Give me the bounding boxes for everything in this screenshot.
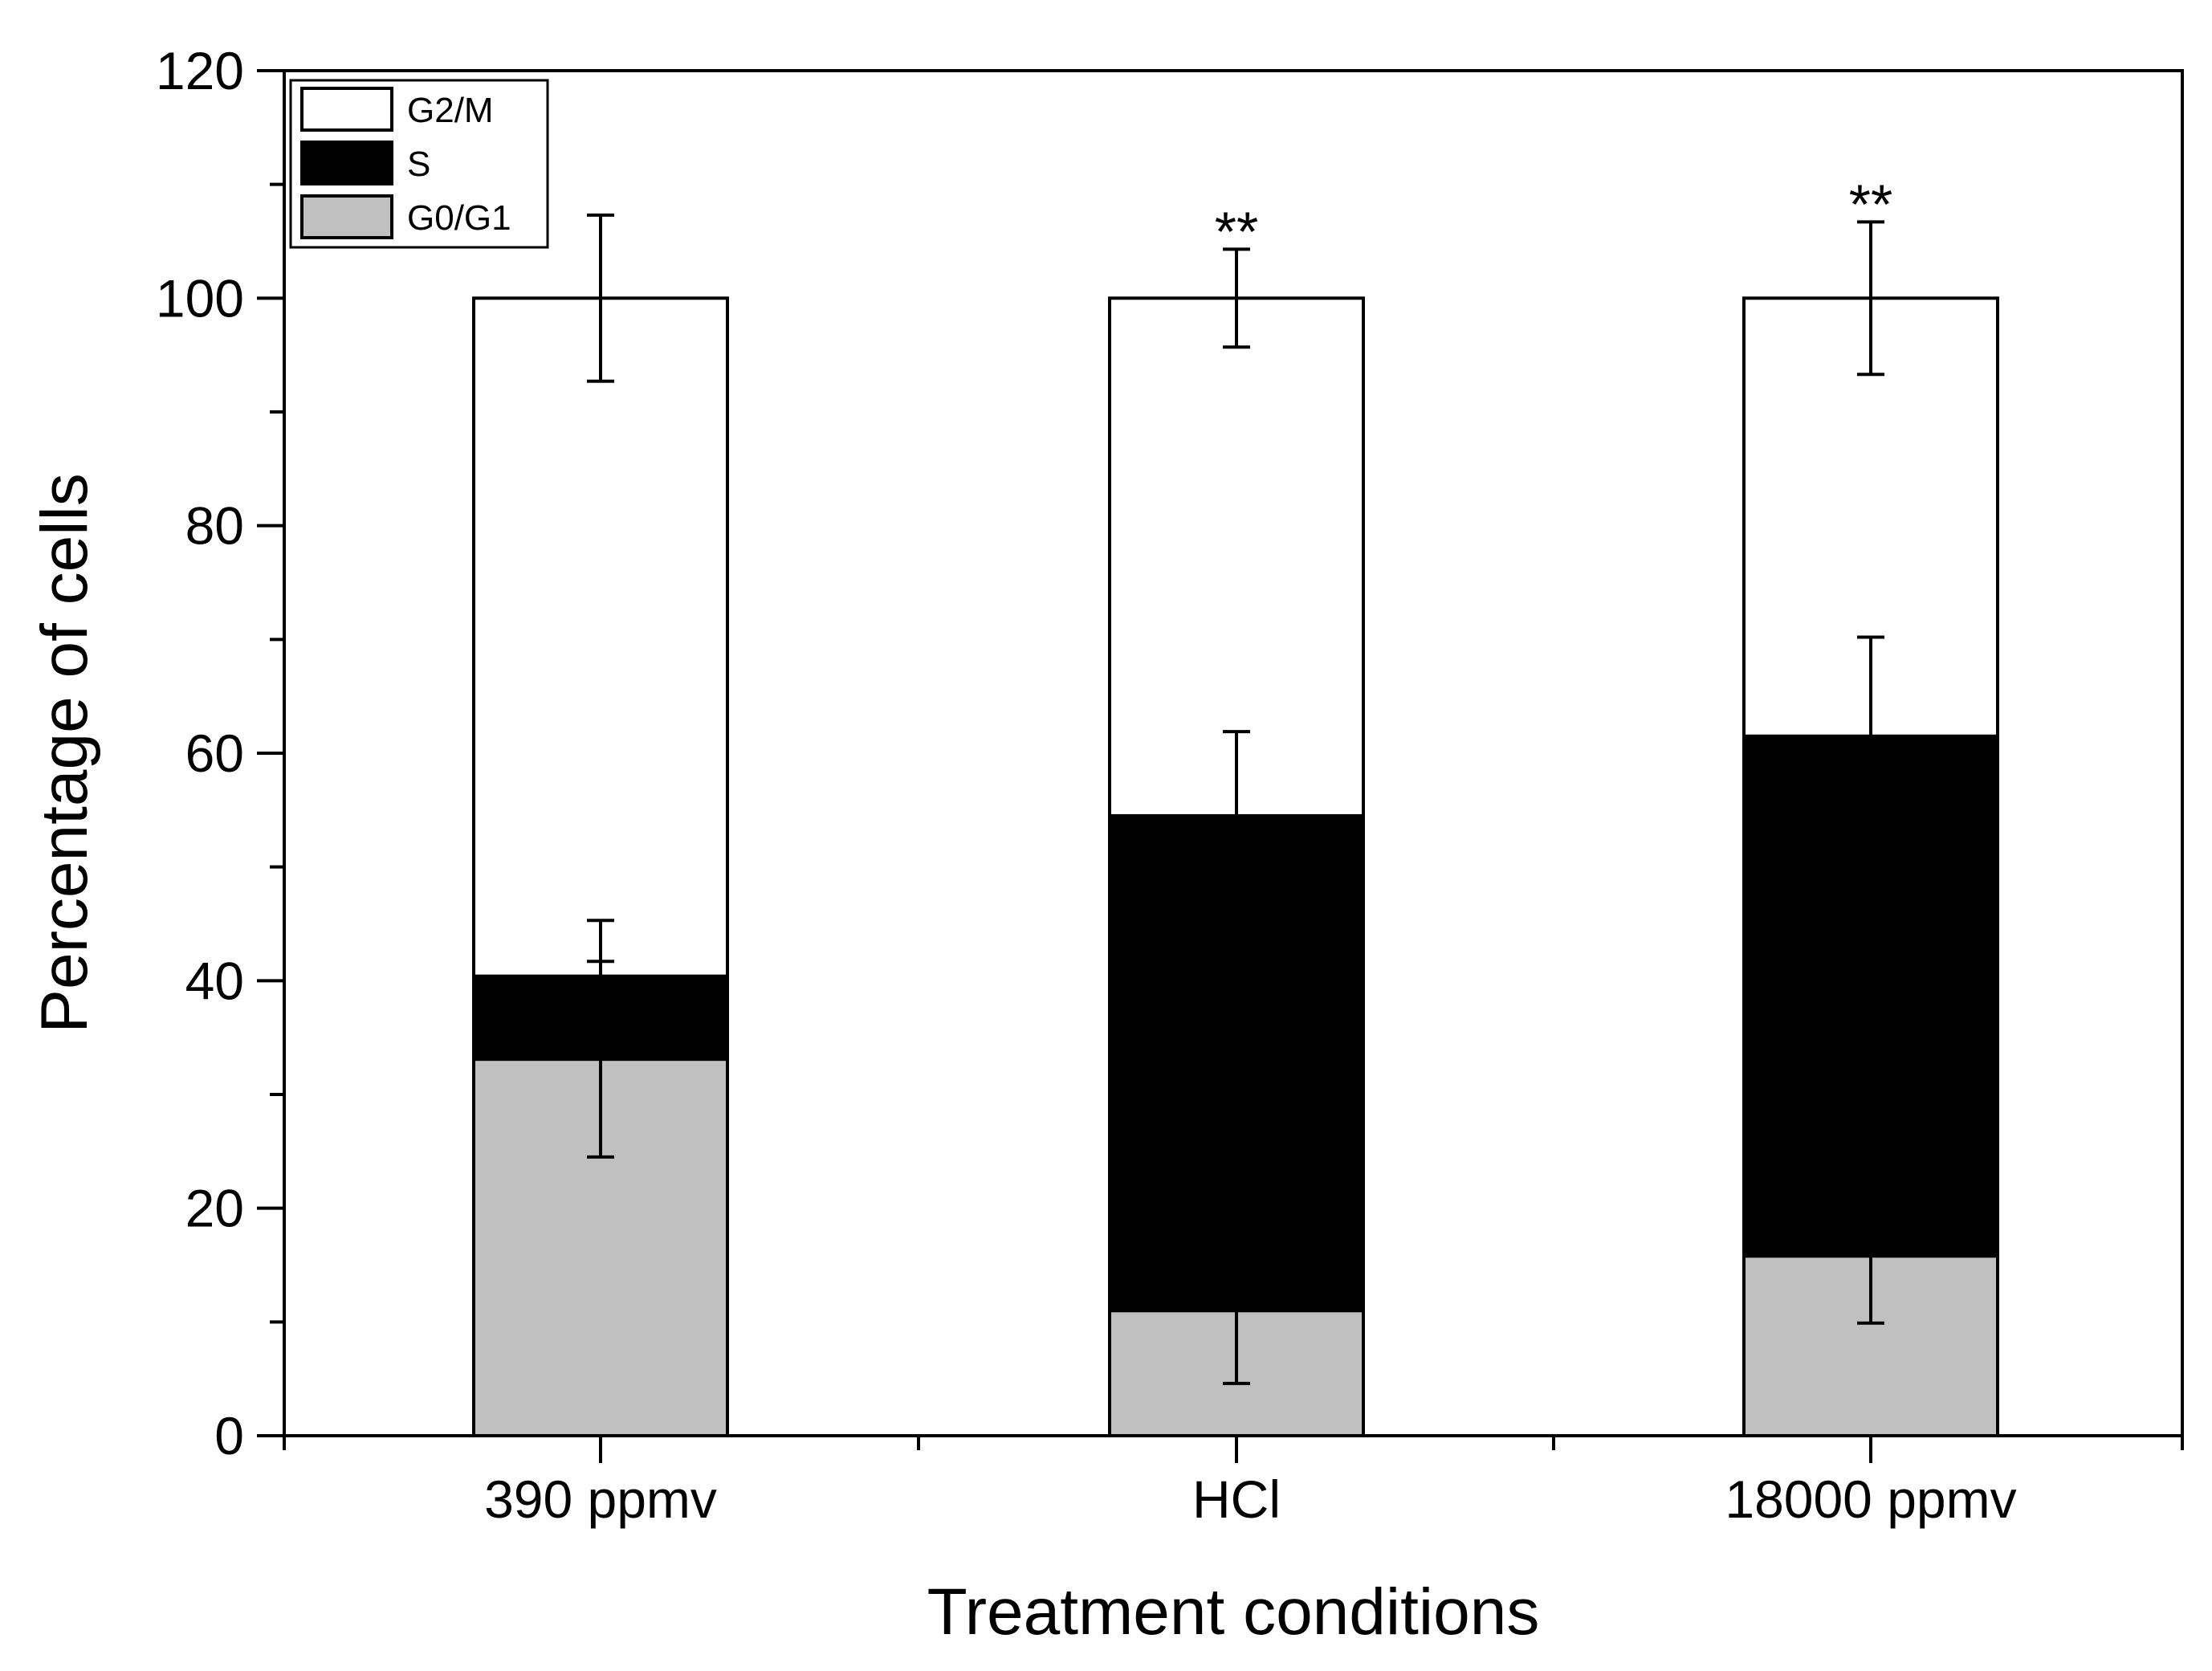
- legend-swatch: [300, 194, 393, 239]
- y-axis: 0 20 40 60 80 100 120: [156, 41, 284, 1465]
- y-tick-label: 60: [185, 723, 244, 783]
- x-axis: 390 ppmv HCl 18000 ppmv: [283, 1436, 2184, 1529]
- significance-marker-3: **: [1849, 173, 1892, 235]
- annotations-layer: ** **: [1215, 173, 1892, 263]
- error-bars-layer: [587, 213, 1884, 1385]
- legend-swatch: [300, 141, 393, 185]
- error-bar-g2-m-2: [1223, 247, 1250, 349]
- error-bar-g0-g1-2: [1223, 1236, 1250, 1385]
- bar-g2-m-1: [472, 296, 729, 978]
- legend-label: S: [407, 145, 430, 184]
- legend-item-g2-m: G2/M: [300, 87, 494, 132]
- legend: G2/M S G0/G1: [289, 79, 549, 249]
- error-bar-s-1: [587, 919, 614, 1034]
- bar-g2-m-2: [1108, 296, 1365, 817]
- y-tick-label: 100: [156, 268, 244, 328]
- y-tick-label: 20: [185, 1179, 244, 1238]
- legend-swatch: [300, 87, 393, 132]
- legend-item-g0-g1: G0/G1: [300, 194, 511, 239]
- legend-label: G0/G1: [407, 198, 511, 238]
- y-tick-label: 0: [214, 1406, 244, 1465]
- y-tick-label: 80: [185, 496, 244, 556]
- y-axis-title: Percentage of cells: [28, 473, 101, 1033]
- legend-label: G2/M: [407, 91, 494, 130]
- error-bar-g2-m-1: [587, 213, 614, 383]
- legend-item-s: S: [300, 141, 430, 185]
- error-bar-g0-g1-3: [1857, 1187, 1884, 1325]
- y-tick-label: 40: [185, 951, 244, 1010]
- significance-marker-2: **: [1215, 200, 1258, 263]
- y-tick-label: 120: [156, 41, 244, 100]
- x-tick-label: 390 ppmv: [484, 1469, 717, 1529]
- error-bar-s-3: [1857, 635, 1884, 837]
- x-tick-label: HCl: [1192, 1469, 1281, 1529]
- x-tick-label: 18000 ppmv: [1725, 1469, 2016, 1529]
- x-axis-title: Treatment conditions: [927, 1575, 1540, 1649]
- error-bar-g2-m-3: [1857, 220, 1884, 377]
- error-bar-s-2: [1223, 730, 1250, 902]
